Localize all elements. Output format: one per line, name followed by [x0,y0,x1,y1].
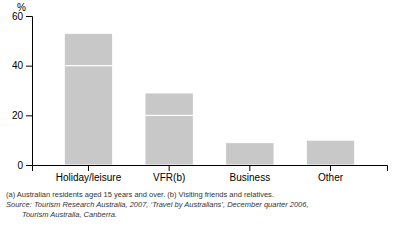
footnote: Source: Tourism Research Australia, 2007… [6,200,309,209]
tick-label: VFR(b) [153,172,185,183]
tick-mark [88,165,89,171]
tick-mark [26,165,32,166]
tick: 0 [17,160,32,171]
bar [64,66,112,165]
tick: Other [318,165,344,183]
x-axis: Holiday/leisure VFR(b) Business Other [33,165,388,183]
tick-mark [26,115,32,116]
tick-label: 40 [12,60,24,71]
bar [64,33,112,65]
tick-label: Business [230,172,271,183]
tick-label: 20 [12,110,24,121]
axis-line [26,17,33,166]
y-label: % [17,2,26,13]
tick: 20 [12,110,32,121]
tick-mark [26,16,32,17]
tick: Holiday/leisure [56,165,122,183]
chart: 0204060Holiday/leisureVFR(b)BusinessOthe… [0,0,397,227]
tick-mark [169,165,170,171]
tick: VFR(b) [153,165,185,183]
y-axis: 0204060 [12,11,33,171]
footnote: Tourism Australia, Canberra. [22,210,117,219]
footnote: (a) Australian residents aged 15 years a… [6,190,274,199]
bar [226,143,274,165]
tick: Business [230,165,271,183]
tick-label: Holiday/leisure [56,172,122,183]
bar [145,115,193,165]
plot: 0204060Holiday/leisureVFR(b)BusinessOthe… [12,11,388,183]
tick-mark [249,165,250,171]
bar [306,140,354,165]
tick-mark [26,66,32,67]
series [64,33,354,165]
tick-label: 0 [17,160,23,171]
axis-line [33,166,388,172]
bar [145,93,193,115]
tick-mark [330,165,331,171]
tick-label: Other [318,172,344,183]
series [64,66,193,165]
bars [64,33,354,165]
tick: 40 [12,60,32,71]
